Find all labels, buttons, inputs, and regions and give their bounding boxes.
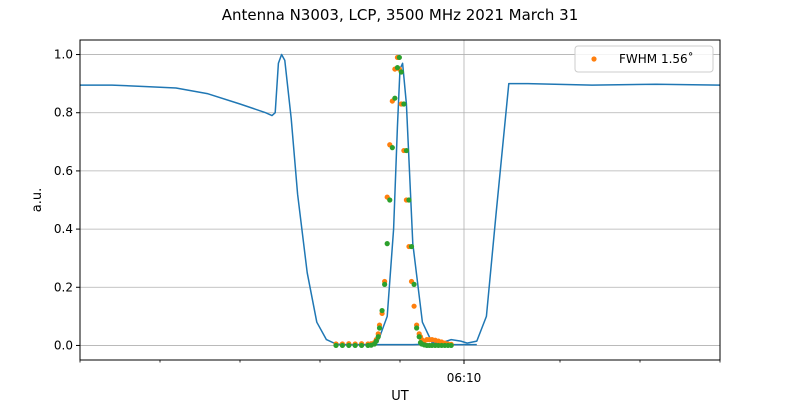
series-layer	[80, 53, 721, 349]
legend-label: FWHM 1.56˚	[619, 51, 694, 66]
scatter-point-3	[346, 342, 352, 349]
scatter-point-3	[396, 54, 402, 61]
legend: FWHM 1.56˚	[574, 45, 714, 73]
scatter-point-3	[401, 101, 407, 107]
scatter-point-3	[382, 281, 388, 287]
y-tick-label: 0.4	[54, 222, 73, 236]
scatter-point-3	[416, 334, 422, 340]
scatter-point-3	[373, 338, 379, 344]
scatter-point-3	[333, 342, 339, 349]
chart-title: Antenna N3003, LCP, 3500 MHz 2021 March …	[222, 6, 579, 24]
scatter-point-3	[387, 197, 393, 203]
scatter-point-3	[408, 243, 415, 250]
axes: 0.0 0.2 0.4 0.6 0.8 1.0 06:10	[54, 48, 721, 385]
y-tick-label: 1.0	[54, 48, 73, 62]
y-tick-label: 0.8	[54, 106, 73, 120]
scatter-point-2	[411, 303, 417, 309]
scatter-point-3	[394, 65, 401, 71]
legend-marker	[591, 56, 597, 62]
scatter-point-3	[384, 241, 390, 247]
series-line-0	[80, 53, 721, 346]
legend-box	[574, 45, 714, 73]
scatter-point-3	[411, 281, 417, 287]
scatter-point-3	[392, 95, 398, 101]
scatter-point-3	[398, 69, 404, 75]
scatter-point-3	[379, 307, 385, 314]
x-tick-label: 06:10	[447, 371, 482, 385]
y-tick-label: 0.6	[54, 164, 73, 178]
series-line-1	[336, 62, 477, 346]
y-tick-label: 0.0	[54, 338, 73, 352]
grid	[80, 40, 720, 360]
scatter-point-3	[339, 342, 345, 349]
scatter-point-3	[375, 334, 381, 340]
scatter-point-3	[352, 342, 358, 349]
scatter-point-3	[403, 147, 409, 154]
scatter-point-3	[448, 342, 454, 349]
scatter-point-3	[389, 145, 395, 151]
scatter-point-3	[414, 325, 420, 331]
y-axis-label: a.u.	[30, 188, 45, 212]
scatter-point-3	[376, 325, 383, 331]
scatter-point-3	[406, 197, 412, 203]
y-tick-label: 0.2	[54, 280, 73, 294]
x-axis-label: UT	[391, 389, 409, 400]
scatter-point-3	[359, 342, 365, 349]
